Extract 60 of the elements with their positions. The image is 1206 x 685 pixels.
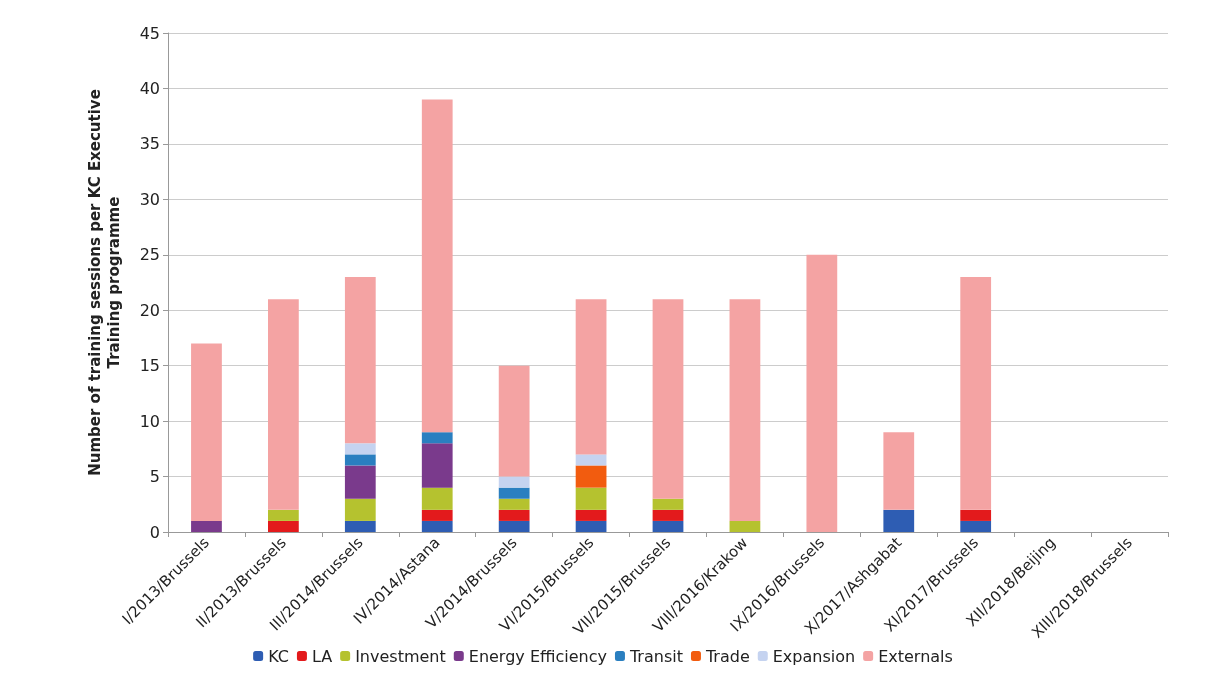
bar [344, 443, 376, 455]
bar [268, 509, 299, 521]
bar [806, 254, 838, 532]
bar [421, 432, 453, 444]
y-tick-label: 0 [149, 522, 160, 542]
bar [575, 454, 607, 466]
bar [652, 509, 684, 521]
bar [421, 520, 453, 532]
bar [575, 487, 607, 510]
bar [191, 343, 222, 521]
bar [575, 465, 607, 488]
y-tick-label: 40 [139, 78, 160, 98]
bar [421, 443, 453, 488]
y-tick-label: 15 [139, 356, 160, 376]
legend-label: KC [268, 646, 289, 666]
y-tick-label: 10 [139, 411, 160, 431]
bar [344, 465, 376, 499]
y-tick-label: 35 [139, 134, 160, 154]
bar [883, 509, 915, 532]
bar [575, 520, 607, 532]
y-axis-title: Number of training sessions per KC Executive Training programme [85, 89, 123, 476]
legend-label: Investment [355, 646, 446, 666]
legend-label: Energy Efficiency [468, 646, 607, 666]
bar [344, 520, 376, 532]
legend-label: Externals [878, 646, 953, 666]
legend-label: Trade [704, 646, 750, 666]
bar [960, 276, 992, 510]
y-tick-label: 45 [139, 23, 160, 43]
bar [344, 454, 376, 466]
bar [575, 299, 607, 455]
bar [498, 365, 530, 477]
y-tick-label: 25 [139, 245, 160, 265]
legend-label: LA [311, 646, 333, 666]
bar [421, 99, 453, 433]
bar [883, 432, 915, 510]
y-tick-label: 20 [139, 300, 160, 320]
bar [344, 498, 376, 521]
bar [652, 520, 684, 532]
bar [498, 509, 530, 521]
bar [498, 487, 530, 499]
y-tick-label: 30 [139, 189, 160, 209]
bar [729, 520, 761, 532]
bar [498, 498, 530, 510]
bar [268, 299, 299, 510]
bar [652, 299, 684, 499]
bar [498, 476, 530, 488]
bar [729, 299, 761, 521]
y-tick-label: 5 [149, 467, 160, 487]
bar [191, 520, 222, 532]
bar [344, 276, 376, 444]
bar [652, 498, 684, 510]
legend-label: Transit [628, 646, 683, 666]
bar [421, 487, 453, 510]
legend-label: Expansion [772, 646, 856, 666]
bar [960, 509, 992, 521]
bar [498, 520, 530, 532]
bar [575, 509, 607, 521]
bar [268, 520, 299, 532]
bar [960, 520, 992, 532]
bar [421, 509, 453, 521]
